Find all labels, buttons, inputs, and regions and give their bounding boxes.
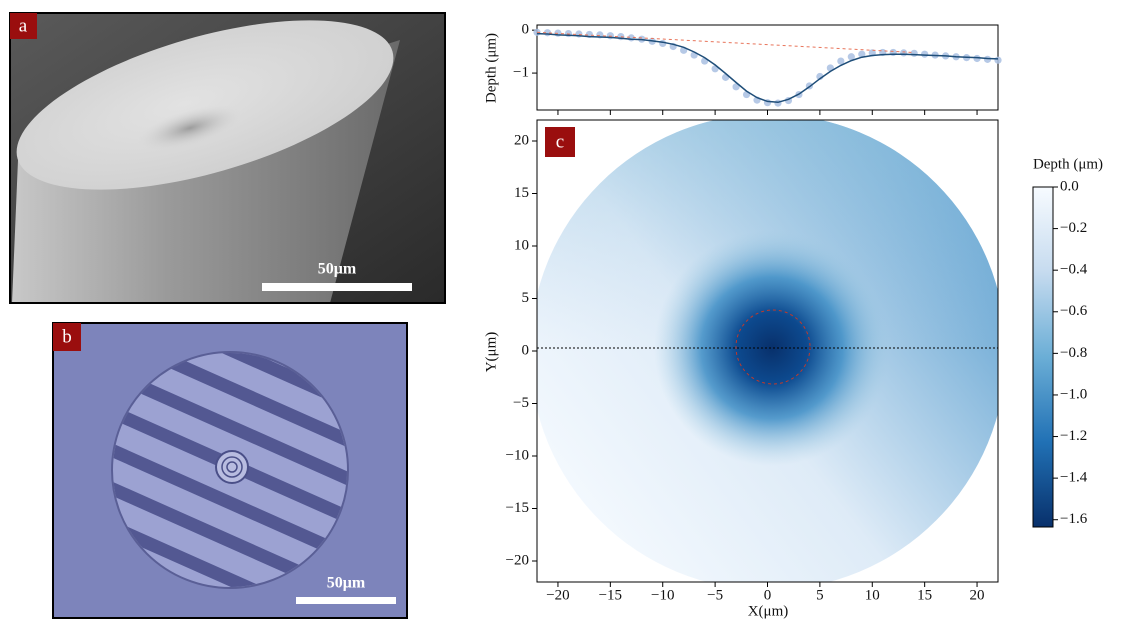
- data-point: [973, 54, 981, 63]
- y-tick-label: 10: [514, 237, 529, 253]
- colorbar-tick-label: −1.4: [1060, 470, 1088, 486]
- y-axis-label: Depth (μm): [483, 33, 499, 103]
- data-point: [732, 83, 740, 91]
- y-axis-label: Y(μm): [483, 332, 499, 373]
- y-tick-label: −5: [513, 395, 529, 411]
- colorbar-tick-label: −0.8: [1060, 345, 1087, 361]
- colorbar-tick-label: −1.2: [1060, 428, 1087, 444]
- data-point: [858, 50, 866, 58]
- colorbar-tick-label: −1.0: [1060, 386, 1087, 402]
- data-point: [774, 99, 782, 107]
- colorbar-tick-label: 0.0: [1060, 178, 1079, 194]
- x-tick-label: 15: [917, 587, 932, 603]
- x-tick-label: −20: [546, 587, 569, 603]
- x-axis-label: X(μm): [748, 603, 789, 619]
- fit-line: [536, 32, 999, 104]
- data-point: [994, 56, 1002, 64]
- scale-bar-label: 50μm: [327, 575, 366, 592]
- colorbar-tick-label: −0.2: [1060, 220, 1087, 236]
- panel-label: a: [19, 15, 28, 36]
- panel-label: c: [556, 131, 564, 152]
- y-tick-label: 15: [514, 185, 529, 201]
- data-point: [837, 57, 845, 65]
- colorbar-tick-label: −1.6: [1060, 511, 1088, 527]
- y-tick-label: 0: [522, 342, 530, 358]
- x-tick-label: 10: [865, 587, 880, 603]
- data-point: [983, 55, 992, 63]
- heatmap: [537, 120, 998, 582]
- panel-label: b: [62, 326, 72, 347]
- data-point: [910, 49, 918, 57]
- colorbar-tick-label: −0.4: [1060, 262, 1088, 278]
- y-tick-label: −1: [513, 65, 529, 81]
- panel-b: b 50μm: [52, 322, 408, 619]
- reference-line: [536, 31, 915, 53]
- y-tick-label: 0: [522, 22, 530, 38]
- x-tick-label: −10: [651, 587, 674, 603]
- x-tick-label: 0: [764, 587, 772, 603]
- colorbar-label: Depth (μm): [1033, 156, 1103, 172]
- y-tick-label: 20: [514, 132, 529, 148]
- y-tick-label: 5: [522, 290, 530, 306]
- colorbar-tick-label: −0.6: [1060, 303, 1088, 319]
- colorbar: [1032, 186, 1054, 528]
- y-tick-label: −20: [506, 552, 529, 568]
- scale-bar-label: 50μm: [318, 261, 357, 278]
- y-tick-label: −15: [506, 500, 529, 516]
- x-tick-label: −5: [707, 587, 723, 603]
- x-tick-label: 5: [816, 587, 824, 603]
- panel-a: a 50μm: [9, 12, 446, 304]
- y-tick-label: −10: [506, 447, 529, 463]
- x-tick-label: 20: [970, 587, 985, 603]
- data-point: [921, 50, 929, 58]
- x-tick-label: −15: [599, 587, 622, 603]
- data-point: [900, 49, 908, 57]
- data-point: [847, 53, 855, 61]
